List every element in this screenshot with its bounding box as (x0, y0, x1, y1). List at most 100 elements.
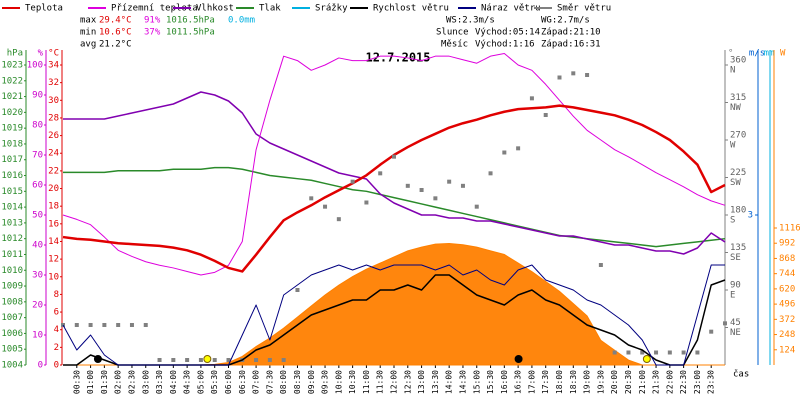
stat-value: 29.4°C (99, 16, 132, 26)
y-tick-label: 1008 (1, 297, 23, 307)
direction-point (516, 146, 521, 151)
moon-marker (514, 355, 523, 363)
direction-point (74, 323, 79, 327)
stat-value: Východ:05:14 (475, 28, 540, 38)
direction-point (129, 323, 134, 327)
direction-point (585, 73, 590, 77)
y-tick-label: 372 (779, 315, 795, 325)
direction-point (88, 323, 93, 327)
x-tick-label: 14:30 (458, 370, 467, 394)
stat-label: Slunce (436, 28, 469, 38)
direction-point (626, 350, 631, 355)
legend-label: Směr větru (557, 4, 611, 14)
y-tick-label: 10 (48, 272, 59, 282)
x-tick-label: 18:00 (555, 370, 564, 394)
x-tick-label: 10:00 (334, 370, 343, 394)
direction-point (364, 200, 369, 205)
direction-point (378, 171, 383, 176)
x-tick-label: 17:30 (541, 370, 550, 394)
x-tick-label: 01:00 (86, 370, 95, 394)
y-tick-label: 744 (779, 269, 795, 279)
direction-point (447, 179, 452, 184)
stat-value: 0.0mm (228, 16, 255, 26)
y-tick-label: W (730, 141, 736, 151)
y-tick-label: 360 (730, 56, 746, 66)
y-tick-label: 1019 (1, 124, 23, 134)
x-tick-label: 06:00 (224, 370, 233, 394)
y-tick-label: N (730, 66, 735, 76)
y-axis-unit: hPa (7, 49, 23, 59)
y-tick-label: SW (730, 178, 741, 188)
direction-point (681, 350, 686, 355)
y-tick-label: 2 (54, 343, 59, 353)
stat-value: WS:2.3m/s (446, 16, 495, 26)
direction-point (295, 288, 300, 292)
y-tick-label: 1010 (1, 266, 23, 276)
direction-point (267, 358, 272, 362)
legend-item: Rychlost větru (350, 4, 449, 14)
y-tick-label: 20 (48, 184, 59, 194)
y-tick-label: 1005 (1, 345, 23, 355)
stat-value: Západ:21:10 (541, 28, 601, 38)
x-tick-label: 07:00 (252, 370, 261, 394)
y-tick-label: 1023 (1, 61, 23, 71)
legend-label: Vlhkost (196, 4, 234, 14)
y-tick-label: 70 (32, 151, 43, 161)
y-tick-label: SE (730, 253, 741, 263)
direction-point (598, 263, 603, 267)
y-tick-label: 32 (48, 78, 59, 88)
y-axis-unit: W (780, 49, 786, 59)
y-tick-label: 1014 (1, 203, 23, 213)
x-tick-label: 07:30 (265, 370, 274, 394)
x-tick-label: 10:30 (348, 370, 357, 394)
direction-point (612, 350, 617, 355)
y-tick-label: 8 (54, 290, 59, 300)
stat-value: 91% (144, 16, 161, 26)
x-tick-label: 19:00 (583, 370, 592, 394)
y-axis-unit: ° (728, 49, 733, 59)
y-tick-label: 315 (730, 93, 746, 103)
series-line (62, 264, 725, 366)
y-tick-label: 1012 (1, 234, 23, 244)
series-line (63, 166, 726, 248)
direction-point (143, 323, 148, 327)
y-tick-label: 1009 (1, 282, 23, 292)
legend-item: Teplota (2, 4, 63, 14)
direction-point (185, 358, 190, 362)
stat-label: max (80, 16, 97, 26)
direction-point (502, 150, 507, 155)
y-tick-label: 1013 (1, 218, 23, 228)
x-tick-label: 20:30 (624, 370, 633, 394)
y-tick-label: 50 (32, 211, 43, 221)
x-tick-label: 04:00 (169, 370, 178, 394)
y-tick-label: 20 (32, 301, 43, 311)
x-tick-label: 01:30 (100, 370, 109, 394)
y-tick-label: E (730, 291, 735, 301)
y-tick-label: 26 (48, 131, 59, 141)
y-tick-label: 1017 (1, 155, 23, 165)
x-tick-label: 02:00 (114, 370, 123, 394)
series-line (62, 53, 726, 276)
y-tick-label: 1006 (1, 329, 23, 339)
direction-point (281, 358, 286, 362)
y-tick-label: 225 (730, 168, 746, 178)
y-axis-unit: % (38, 49, 44, 59)
direction-point (226, 358, 231, 362)
x-axis-label: čas (733, 369, 749, 380)
x-tick-label: 09:30 (321, 370, 330, 394)
direction-point (543, 113, 548, 117)
x-tick-label: 19:30 (596, 370, 605, 394)
y-tick-label: 1020 (1, 108, 23, 118)
y-tick-label: 30 (32, 271, 43, 281)
x-tick-label: 03:30 (155, 370, 164, 394)
x-tick-label: 16:00 (500, 370, 509, 394)
x-tick-label: 11:30 (376, 370, 385, 394)
y-tick-label: 124 (779, 345, 795, 355)
y-tick-label: 90 (32, 91, 43, 101)
legend-item: Přízemní teplota (88, 4, 198, 14)
x-tick-label: 15:30 (486, 370, 495, 394)
x-tick-label: 16:30 (514, 370, 523, 394)
direction-point (405, 183, 410, 188)
direction-point (350, 179, 355, 184)
x-tick-label: 13:00 (417, 370, 426, 394)
